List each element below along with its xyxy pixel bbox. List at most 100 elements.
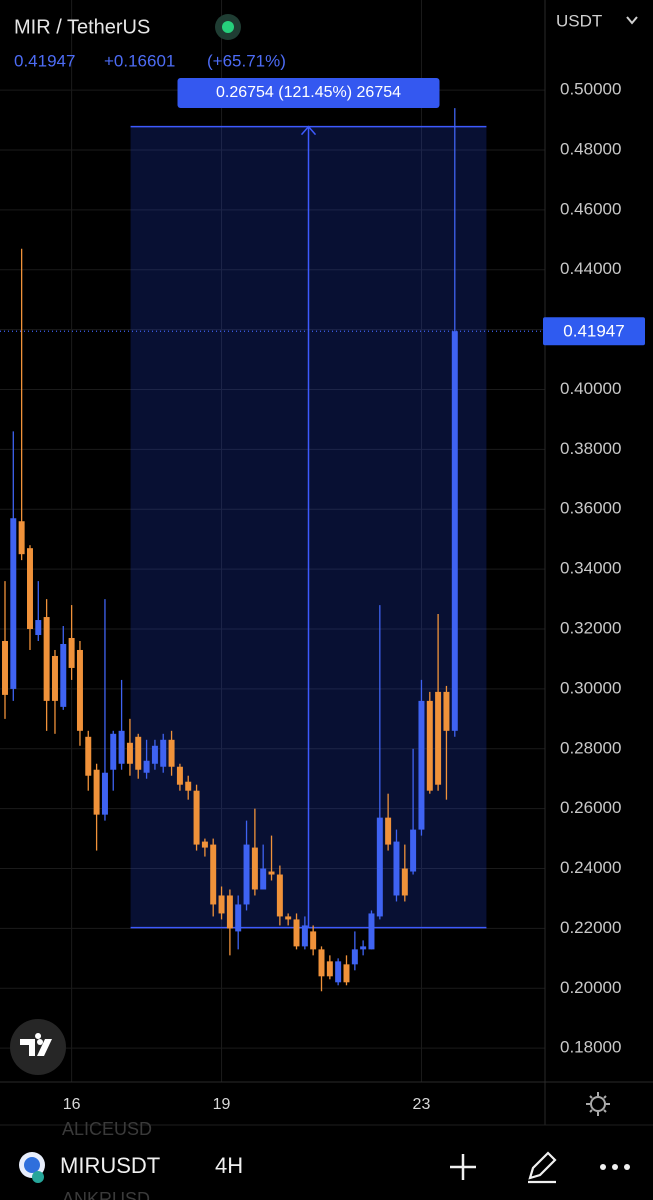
plot: 0.26754 (121.45%) 26754 (0, 78, 545, 992)
candle-body (335, 961, 342, 983)
measure-label-box (177, 78, 440, 108)
candle-body (26, 548, 33, 630)
symbol-title: MIR / TetherUS (14, 16, 150, 38)
candle-body (101, 772, 108, 815)
candle-body (426, 700, 433, 791)
y-tick-label: 0.18000 (560, 1038, 621, 1057)
x-tick-label: 16 (63, 1096, 81, 1113)
symbol[interactable]: MIRUSDT (60, 1153, 160, 1178)
currency[interactable]: USDT (556, 11, 602, 30)
candle-body (110, 733, 117, 770)
candle-body (285, 916, 292, 920)
y-tick-label: 0.32000 (560, 619, 621, 638)
candle-body (218, 895, 225, 914)
candle-body (126, 742, 133, 764)
candle-body (443, 691, 450, 731)
candle-body (418, 700, 425, 830)
candle-body (310, 931, 317, 950)
candle-body (151, 745, 158, 764)
candle-body (85, 736, 92, 776)
price-tag-label: 0.41947 (563, 322, 624, 341)
logo-mark (37, 1039, 43, 1045)
candle-body (93, 769, 100, 815)
candle-body (326, 961, 333, 977)
candle-body (251, 847, 258, 890)
candle-body (76, 649, 83, 731)
currency-chevron[interactable] (626, 16, 638, 25)
watchlist-ghost: ALICEUSD (62, 1119, 152, 1139)
y-tick-label: 0.44000 (560, 259, 621, 278)
y-tick-label: 0.46000 (560, 199, 621, 218)
candle-body (226, 895, 233, 929)
interval[interactable]: 4H (215, 1153, 243, 1178)
candle-body (276, 874, 283, 917)
price-change-pct: (+65.71%) (207, 51, 286, 70)
candle-body (351, 949, 358, 965)
y-tick-label: 0.48000 (560, 139, 621, 158)
candle-body (68, 638, 75, 668)
candle-body (376, 817, 383, 917)
candle-body (318, 949, 325, 977)
candle-body (260, 868, 267, 890)
x-tick-label: 23 (413, 1096, 431, 1113)
y-tick-label: 0.30000 (560, 678, 621, 697)
candle-body (60, 643, 67, 707)
add-button[interactable] (450, 1154, 476, 1180)
settings-icon (586, 1092, 610, 1116)
candle-body (435, 691, 442, 785)
candle-body (368, 913, 375, 950)
candle-body (43, 617, 50, 701)
logo-mark (20, 1033, 52, 1056)
draw-button[interactable] (528, 1151, 557, 1184)
y-tick-label: 0.26000 (560, 798, 621, 817)
y-tick-label: 0.28000 (560, 738, 621, 757)
candle-body (268, 871, 275, 875)
candle-body (160, 739, 167, 767)
y-tick-label: 0.34000 (560, 559, 621, 578)
more-button[interactable] (600, 1164, 630, 1170)
candle-body (118, 730, 125, 764)
y-tick-label: 0.20000 (560, 978, 621, 997)
candle-body (343, 964, 350, 983)
measure-label: 0.26754 (121.45%) 26754 (216, 84, 401, 101)
candle-body (243, 844, 250, 905)
candle-body (401, 868, 408, 896)
candle-body (410, 829, 417, 872)
status-dot (222, 21, 234, 33)
axes: 0.18000 0.20000 0.22000 0.24000 0.26000 0.280… (63, 80, 645, 1113)
price-tag (543, 317, 645, 346)
candle-body (168, 739, 175, 767)
settings-button[interactable] (590, 1096, 606, 1112)
candle-body (185, 781, 192, 791)
candle-body (51, 655, 58, 701)
watchlist-ghost: ANKRUSD (62, 1189, 150, 1200)
candle-body (210, 844, 217, 905)
candle-body (143, 760, 150, 773)
candle-body (301, 925, 308, 947)
y-tick-label: 0.22000 (560, 918, 621, 937)
y-tick-label: 0.50000 (560, 80, 621, 99)
candle-body (2, 640, 8, 695)
y-tick-label: 0.38000 (560, 439, 621, 458)
candle-body (193, 790, 200, 845)
candle-body (293, 919, 300, 947)
x-tick-label: 19 (213, 1096, 231, 1113)
y-tick-label: 0.40000 (560, 379, 621, 398)
candle-body (393, 841, 400, 896)
candle-body (451, 331, 458, 731)
candle-body (10, 518, 17, 689)
symbol-icon (32, 1171, 44, 1183)
candle-body (360, 946, 367, 950)
price-change: +0.16601 (104, 51, 175, 70)
y-tick-label: 0.24000 (560, 858, 621, 877)
last-price: 0.41947 (14, 51, 75, 70)
y-tick-label: 0.36000 (560, 499, 621, 518)
logo (10, 1019, 66, 1075)
measure-arrowhead (300, 125, 317, 136)
candle-body (135, 736, 142, 770)
candle-body (201, 841, 208, 848)
symbol-icon (24, 1157, 40, 1173)
candle-body (235, 904, 242, 932)
